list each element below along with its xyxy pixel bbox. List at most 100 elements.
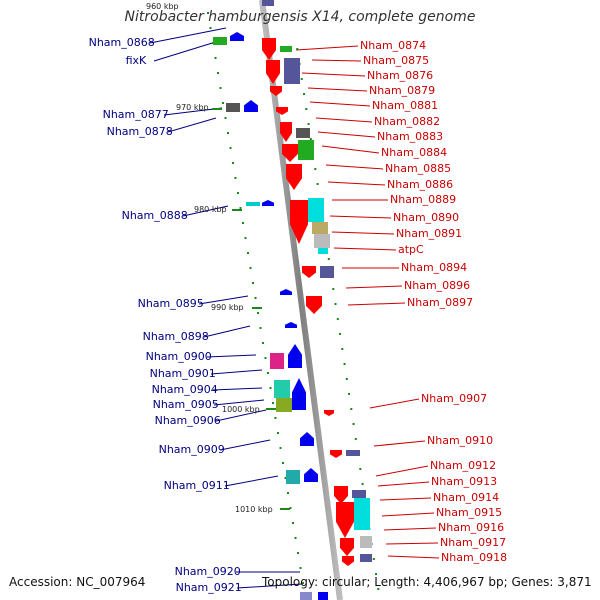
gene-label-right: Nham_0917 (440, 536, 507, 549)
gene-label-right: Nham_0907 (421, 392, 488, 405)
gene-box (320, 266, 334, 278)
gene-arrow (306, 296, 322, 314)
gene-label-left: Nham_0868 (88, 36, 155, 49)
leader-line (325, 164, 384, 170)
leader-line (379, 497, 432, 501)
gene-label-right: Nham_0916 (438, 521, 505, 534)
gene-box (276, 398, 292, 412)
gene-label-right: Nham_0884 (381, 146, 448, 159)
leader-line (315, 117, 373, 123)
leader-line (381, 512, 435, 517)
gene-label-right: Nham_0912 (430, 459, 497, 472)
gene-label-left: Nham_0895 (137, 297, 204, 310)
gene-label-right: Nham_0879 (369, 84, 436, 97)
gene-arrow (286, 164, 302, 190)
gene-box (318, 592, 328, 600)
tick-dot (249, 267, 252, 269)
gene-label-right: Nham_0890 (393, 211, 460, 224)
tick-dot (314, 168, 317, 170)
tick-dot (341, 348, 344, 350)
tick-dot (219, 87, 222, 89)
leader-line (206, 354, 257, 358)
gene-box (360, 554, 372, 562)
leader-line (329, 215, 392, 219)
gene-arrow (302, 266, 316, 278)
gene-label-left: Nham_0888 (121, 209, 188, 222)
leader-line (321, 145, 380, 154)
gene-label-right: Nham_0914 (433, 491, 500, 504)
tick-dot (299, 567, 302, 569)
gene-label-left: Nham_0904 (151, 383, 218, 396)
leader-line (210, 369, 263, 375)
leader-line (224, 475, 279, 487)
tick-dot (224, 117, 227, 119)
gene-label-right: Nham_0894 (401, 261, 468, 274)
gene-label-right: Nham_0897 (407, 296, 474, 309)
tick-dot (234, 177, 237, 179)
gene-arrow (336, 502, 354, 538)
gene-box (318, 248, 328, 254)
kbp-label: 1000 kbp (222, 405, 260, 414)
tick-dot (277, 432, 279, 434)
leader-line (347, 302, 406, 306)
gene-arrow (276, 107, 288, 115)
gene-label-right: Nham_0876 (367, 69, 434, 82)
gene-label-right: Nham_0889 (390, 193, 457, 206)
tick-dash (232, 209, 242, 211)
tick-dot (350, 408, 353, 410)
tick-dot (332, 288, 335, 290)
genome-backbone (259, 0, 343, 600)
gene-box (352, 490, 366, 498)
tick-dot (247, 252, 249, 254)
tick-dot (274, 417, 277, 419)
tick-dot (237, 192, 239, 194)
gene-label-left: fixK (125, 54, 147, 67)
leader-line (311, 59, 362, 62)
leader-line (383, 527, 437, 531)
leader-line (219, 439, 271, 451)
gene-arrow (280, 122, 292, 142)
gene-box (312, 222, 328, 234)
tick-dot (297, 552, 299, 554)
gene-arrow (334, 486, 348, 504)
tick-dot (262, 342, 264, 344)
leader-line (377, 481, 430, 487)
gene-arrow (288, 344, 302, 368)
leader-line (167, 117, 217, 133)
kbp-label: 980 kbp (194, 205, 227, 214)
tick-dot (303, 93, 306, 95)
tick-dot (372, 558, 375, 560)
gene-label-left: Nham_0911 (163, 479, 230, 492)
leader-line (369, 398, 420, 409)
leader-line (333, 247, 397, 251)
leader-line (387, 555, 440, 559)
gene-box (226, 103, 240, 112)
tick-dash (252, 307, 262, 309)
tick-dot (316, 183, 319, 185)
leader-line (212, 387, 263, 391)
gene-box (213, 37, 227, 45)
tick-dot (209, 27, 212, 29)
gene-label-right: Nham_0881 (372, 99, 439, 112)
tick-dot (227, 132, 229, 134)
tick-dash (266, 408, 276, 410)
gene-box (270, 353, 284, 369)
gene-arrow (282, 144, 298, 162)
tick-dot (377, 588, 380, 590)
gene-label-right: Nham_0918 (441, 551, 508, 564)
gene-box (314, 234, 330, 248)
tick-dot (300, 78, 303, 80)
gene-label-right: Nham_0883 (377, 130, 444, 143)
tick-dot (252, 282, 254, 284)
tick-dot (327, 258, 330, 260)
kbp-label: 1010 kbp (235, 505, 273, 514)
kbp-label: 990 kbp (211, 303, 244, 312)
gene-label-right: Nham_0910 (427, 434, 494, 447)
gene-box (360, 536, 372, 548)
tick-dot (267, 372, 269, 374)
tick-dot (259, 327, 262, 329)
gene-box (274, 380, 290, 398)
gene-box (308, 198, 324, 222)
tick-dot (348, 393, 351, 395)
leader-line (182, 205, 229, 217)
